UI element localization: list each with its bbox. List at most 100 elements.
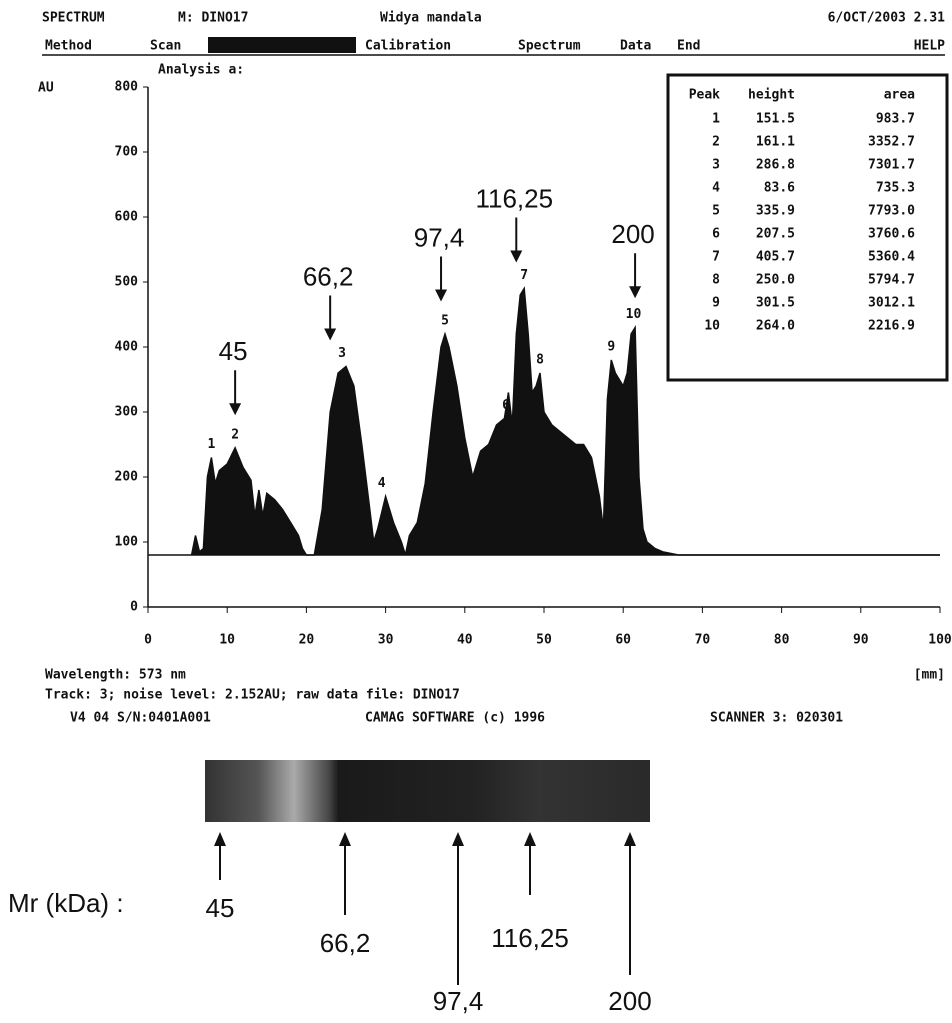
scanner: SCANNER 3: 020301 [710, 711, 843, 726]
table-cell: 5360.4 [868, 250, 915, 265]
gel-marker-label: 97,4 [433, 986, 484, 1016]
arrow-head [339, 832, 351, 846]
annotation-label: 97,4 [414, 222, 465, 252]
peak-label: 5 [441, 314, 449, 329]
menu-item[interactable]: Scan [150, 39, 181, 54]
user: Widya mandala [380, 11, 482, 26]
gel-axis-label: Mr (kDa) : [8, 888, 124, 918]
x-tick-label: 60 [615, 633, 631, 648]
peak-label: 1 [207, 437, 215, 452]
arrow-head [624, 832, 636, 846]
peak-label: 8 [536, 353, 544, 368]
table-cell: 4 [712, 181, 720, 196]
menu-highlight [208, 37, 356, 53]
table-cell: 3012.1 [868, 296, 915, 311]
table-cell: 7 [712, 250, 720, 265]
y-tick-label: 400 [115, 340, 139, 355]
gel-marker-label: 200 [608, 986, 651, 1016]
table-cell: 250.0 [756, 273, 795, 288]
table-cell: 2216.9 [868, 319, 915, 334]
x-tick-label: 0 [144, 633, 152, 648]
x-tick-label: 100 [928, 633, 952, 648]
x-tick-label: 90 [853, 633, 869, 648]
y-tick-label: 500 [115, 275, 139, 290]
x-unit: [mm] [914, 668, 945, 683]
table-cell: 161.1 [756, 135, 795, 150]
table-cell: 3760.6 [868, 227, 915, 242]
menu-item[interactable]: End [677, 39, 700, 54]
table-cell: 9 [712, 296, 720, 311]
arrow-head [524, 832, 536, 846]
peak-area [191, 288, 940, 555]
menu-item[interactable]: Calibration [365, 39, 451, 54]
table-cell: 5 [712, 204, 720, 219]
table-cell: 2 [712, 135, 720, 150]
annotation-label: 66,2 [303, 261, 354, 291]
peak-label: 4 [378, 476, 386, 491]
y-tick-label: 700 [115, 145, 139, 160]
menu-item[interactable]: Data [620, 39, 651, 54]
table-header: area [884, 88, 915, 103]
method-file: M: DINO17 [178, 11, 248, 26]
x-tick-label: 10 [219, 633, 235, 648]
table-cell: 10 [704, 319, 720, 334]
table-cell: 301.5 [756, 296, 795, 311]
table-cell: 735.3 [876, 181, 915, 196]
track-info: Track: 3; noise level: 2.152AU; raw data… [45, 688, 460, 703]
chart-subtitle: Analysis a: [158, 63, 244, 78]
wavelength: Wavelength: 573 nm [45, 668, 186, 683]
table-cell: 3352.7 [868, 135, 915, 150]
table-cell: 983.7 [876, 112, 915, 127]
y-tick-label: 200 [115, 470, 139, 485]
arrow-head [510, 250, 523, 263]
y-axis-label: AU [38, 81, 54, 96]
peak-label: 9 [607, 340, 615, 355]
x-tick-label: 30 [378, 633, 394, 648]
table-header: Peak [689, 88, 720, 103]
peak-label: 3 [338, 346, 346, 361]
arrow-head [435, 289, 448, 302]
table-cell: 335.9 [756, 204, 795, 219]
peak-label: 2 [231, 427, 239, 442]
x-tick-label: 40 [457, 633, 473, 648]
table-cell: 5794.7 [868, 273, 915, 288]
x-tick-label: 80 [774, 633, 790, 648]
peak-label: 7 [520, 268, 528, 283]
table-header: height [748, 88, 795, 103]
table-cell: 207.5 [756, 227, 795, 242]
table-cell: 151.5 [756, 112, 795, 127]
peak-label: 6 [502, 398, 510, 413]
x-tick-label: 20 [299, 633, 315, 648]
gel-image [205, 760, 650, 822]
y-tick-label: 600 [115, 210, 139, 225]
software: CAMAG SOFTWARE (c) 1996 [365, 711, 545, 726]
peak-label: 10 [626, 307, 642, 322]
arrow-head [214, 832, 226, 846]
table-cell: 7793.0 [868, 204, 915, 219]
y-tick-label: 0 [130, 600, 138, 615]
menu-item[interactable]: Spectrum [518, 39, 581, 54]
gel-marker-label: 66,2 [320, 928, 371, 958]
menu-item[interactable]: HELP [914, 39, 945, 54]
table-cell: 264.0 [756, 319, 795, 334]
annotation-label: 45 [219, 336, 248, 366]
table-cell: 3 [712, 158, 720, 173]
annotation-label: 116,25 [475, 183, 553, 213]
y-tick-label: 300 [115, 405, 139, 420]
y-tick-label: 800 [115, 80, 139, 95]
gel-marker-label: 116,25 [491, 923, 569, 953]
table-cell: 8 [712, 273, 720, 288]
gel-marker-label: 45 [206, 893, 235, 923]
table-cell: 286.8 [756, 158, 795, 173]
datetime: 6/OCT/2003 2.31 [828, 11, 946, 26]
app-name: SPECTRUM [42, 11, 105, 26]
menu-item[interactable]: Method [45, 39, 92, 54]
table-cell: 83.6 [764, 181, 795, 196]
table-cell: 405.7 [756, 250, 795, 265]
y-tick-label: 100 [115, 535, 139, 550]
table-cell: 1 [712, 112, 720, 127]
version: V4 04 S/N:0401A001 [70, 711, 211, 726]
arrow-head [324, 328, 337, 341]
